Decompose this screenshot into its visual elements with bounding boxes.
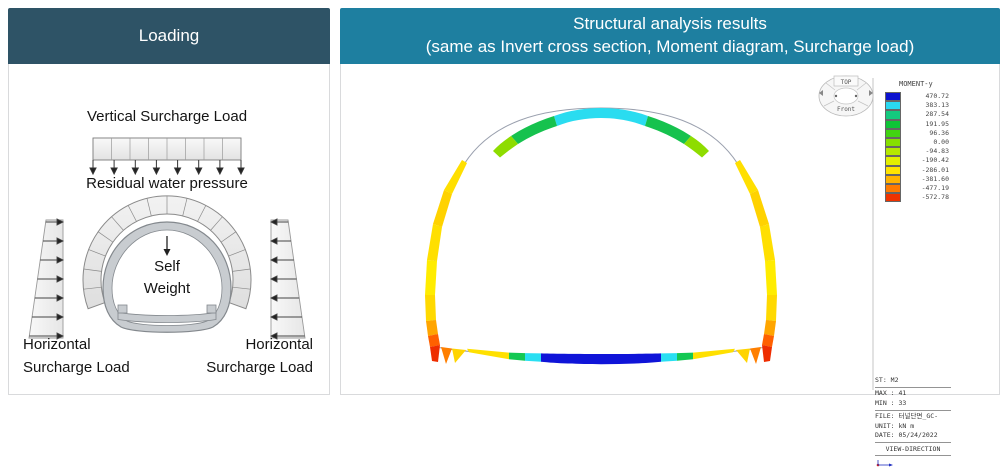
legend-value: -572.78 [921,193,949,202]
divider [875,409,951,411]
info-st: ST: M2 [875,376,899,384]
legend-value: -381.60 [921,174,949,183]
horizontal-load-left [28,218,65,340]
analysis-info-block: ST: M2 MAX : 41 MIN : 33 FILE: 터널단면_GC- … [875,376,951,468]
loading-panel-body: Vertical Surcharge Load [8,64,330,395]
axis-glyph-icon [876,459,893,467]
legend-title: MOMENT-y [899,80,933,88]
tunnel-cross-section [82,195,252,333]
vertical-surcharge-label: Vertical Surcharge Load [86,108,248,125]
left-arrow-icon [269,218,305,340]
analysis-panel-body: TOP Front MOMENT-y 470.72 383.13 287.54 191… [340,64,1000,467]
water-pressure-label: Residual water pressure [86,175,248,192]
corner-block-right [206,304,217,314]
legend-value: 0.00 [933,138,949,147]
crown-moment-bands [493,108,709,158]
view-rosette-icon: TOP Front [818,75,874,117]
stone-ring-joints [83,196,251,290]
legend-value: 191.95 [925,119,949,128]
down-arrow-icon [89,160,245,176]
loading-diagram [28,137,306,340]
legend-value: 287.54 [925,110,949,119]
legend-value: 383.13 [925,101,949,110]
self-weight-label-line1: Self [154,258,180,275]
legend-color-cell [885,119,901,129]
legend-color-cell [885,101,901,111]
self-weight-arrow-icon [163,236,171,256]
right-horizontal-label-line2: Surcharge Load [206,359,313,376]
legend-color-cell [885,156,901,166]
divider [875,386,951,388]
info-unit: UNIT: kN m [875,421,915,430]
moment-legend: MOMENT-y 470.72 383.13 287.54 191.95 96.36 0.… [885,80,949,203]
legend-color-cell [885,165,901,175]
right-horizontal-label-line1: Horizontal [245,336,313,353]
legend-color-cell [885,110,901,120]
vertical-load-diagram [89,137,245,176]
legend-value: 470.72 [925,92,949,100]
left-horizontal-label-line1: Horizontal [23,336,91,353]
legend-value: -190.42 [921,156,949,165]
divider [875,455,951,457]
rosette-front-label: Front [837,106,855,113]
self-weight-label-line2: Weight [143,280,191,297]
rosette-top-label: TOP [841,79,852,86]
analysis-panel-header: Structural analysis results (same as Inv… [340,8,1000,64]
legend-color-cell [885,147,901,157]
stone-ring [82,195,252,310]
analysis-panel-title-line1: Structural analysis results [573,14,767,34]
legend-color-cell [885,193,901,203]
info-view-direction: VIEW-DIRECTION [885,444,941,453]
legend-color-cell [885,137,901,148]
invert-moment-bands [467,348,735,365]
legend-values: 470.72 383.13 287.54 191.95 96.36 0.00 -94.83-… [903,92,949,202]
legend-cells [885,92,901,203]
info-file: FILE: 터널단면_GC- [875,412,939,421]
info-date: DATE: 05/24/2022 [875,431,938,440]
right-wall-moment-bands [735,160,777,364]
legend-value: 96.36 [929,128,949,137]
info-min: MIN : 33 [875,398,907,407]
legend-value: -286.01 [921,165,949,174]
loading-panel-title: Loading [138,25,200,45]
tunnel-outline [432,107,770,358]
corner-block-left [117,304,128,314]
horizontal-load-right [269,218,306,340]
loading-panel-header: Loading [8,8,330,64]
legend-value: -477.19 [921,184,949,193]
legend-value: -94.83 [925,147,949,156]
info-max: MAX : 41 [875,389,907,398]
left-horizontal-label-line2: Surcharge Load [23,359,130,376]
right-arrow-icon [29,218,65,340]
legend-color-cell [885,128,901,138]
legend-color-cell [885,183,901,194]
divider [875,442,951,444]
moment-diagram-plot: TOP Front [425,75,874,390]
legend-color-cell [885,92,901,102]
analysis-panel-title-line2: (same as Invert cross section, Moment di… [425,37,915,56]
invert-slab [117,312,217,323]
left-wall-moment-bands [425,160,467,364]
legend-color-cell [885,174,901,184]
